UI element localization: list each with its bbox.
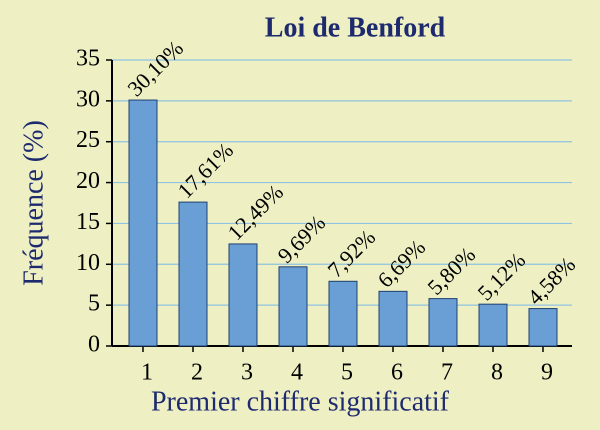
x-tick-label: 8 — [491, 360, 503, 386]
x-axis-title: Premier chiffre significatif — [151, 386, 450, 417]
bar — [378, 290, 408, 347]
y-tick-label: 20 — [76, 168, 100, 194]
bar — [478, 303, 508, 347]
x-tick-label: 2 — [191, 360, 203, 386]
bar — [178, 201, 208, 347]
bar — [228, 243, 258, 347]
y-axis-title: Fréquence (%) — [18, 120, 49, 286]
x-tick-label: 5 — [341, 360, 353, 386]
bar — [528, 308, 558, 347]
y-tick-label: 15 — [76, 209, 100, 235]
bar — [328, 280, 358, 347]
x-tick-label: 7 — [441, 360, 453, 386]
y-tick-label: 30 — [76, 86, 100, 112]
y-tick-label: 0 — [88, 332, 100, 358]
chart-title: Loi de Benford — [265, 12, 446, 43]
x-tick-label: 4 — [291, 360, 303, 386]
y-tick-label: 35 — [76, 46, 100, 72]
y-tick-label: 25 — [76, 127, 100, 153]
bar — [128, 99, 158, 347]
x-tick-label: 9 — [541, 360, 553, 386]
bar — [428, 298, 458, 347]
x-tick-label: 1 — [141, 360, 153, 386]
x-tick-label: 6 — [391, 360, 403, 386]
x-tick-label: 3 — [241, 360, 253, 386]
y-tick-label: 10 — [76, 250, 100, 276]
y-tick-label: 5 — [88, 291, 100, 317]
bar — [278, 266, 308, 347]
